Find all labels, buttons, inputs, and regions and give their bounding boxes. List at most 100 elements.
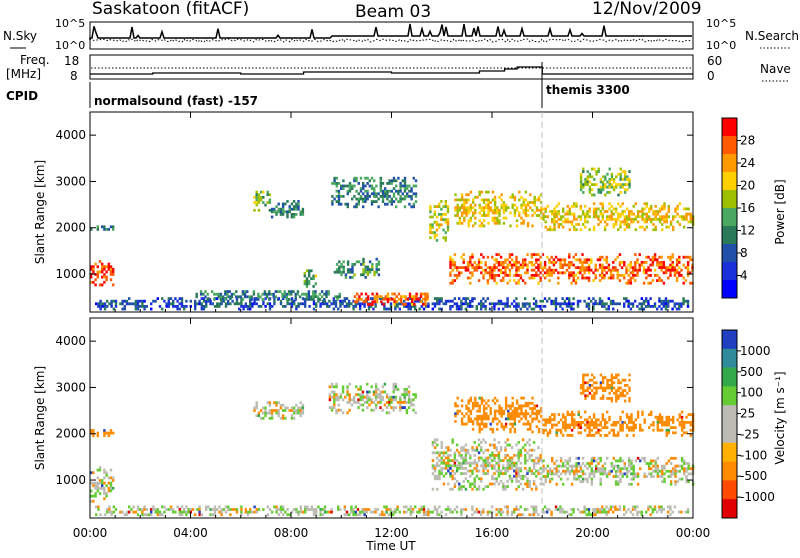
heat-cell bbox=[601, 472, 604, 476]
heat-cell bbox=[689, 423, 692, 427]
heat-cell bbox=[474, 401, 477, 405]
heat-cell bbox=[643, 212, 646, 216]
heat-cell bbox=[606, 426, 609, 429]
heat-cell bbox=[379, 395, 382, 399]
heat-cell bbox=[528, 482, 531, 486]
heat-cell bbox=[652, 217, 655, 221]
heat-cell bbox=[372, 510, 375, 514]
heat-cell bbox=[517, 274, 520, 277]
heat-cell bbox=[652, 469, 655, 473]
heat-cell bbox=[268, 409, 272, 412]
heat-cell bbox=[639, 428, 642, 432]
heat-cell bbox=[513, 299, 516, 303]
heat-cell bbox=[530, 263, 534, 267]
heat-cell bbox=[471, 482, 474, 486]
heat-cell bbox=[507, 409, 510, 413]
heat-cell bbox=[548, 271, 551, 275]
heat-cell bbox=[683, 207, 686, 211]
heat-cell bbox=[521, 487, 525, 491]
heat-cell bbox=[515, 508, 518, 511]
heat-cell bbox=[427, 305, 430, 308]
heat-cell bbox=[447, 505, 450, 509]
heat-cell bbox=[628, 212, 631, 216]
heat-cell bbox=[617, 228, 620, 232]
heat-cell bbox=[529, 422, 532, 426]
heat-cell bbox=[491, 302, 494, 306]
heat-cell bbox=[605, 261, 608, 264]
heat-cell bbox=[112, 479, 115, 482]
nsky-trace bbox=[89, 23, 692, 40]
heat-cell bbox=[522, 221, 525, 225]
heat-cell bbox=[546, 475, 549, 478]
heat-cell bbox=[517, 469, 520, 473]
heat-cell bbox=[449, 472, 452, 475]
heat-cell bbox=[486, 513, 489, 517]
heat-cell bbox=[333, 385, 336, 389]
heat-cell bbox=[601, 188, 605, 192]
heat-cell bbox=[198, 508, 201, 511]
heat-cell bbox=[454, 214, 457, 217]
heat-cell bbox=[366, 192, 369, 196]
heat-cell bbox=[618, 274, 622, 277]
heat-cell bbox=[612, 391, 616, 395]
heat-cell bbox=[331, 202, 334, 206]
heat-cell bbox=[641, 410, 644, 414]
velocity-ylabel: Slant Range [km] bbox=[33, 366, 47, 470]
heat-cell bbox=[484, 305, 487, 308]
heat-cell bbox=[530, 307, 533, 311]
heat-cell bbox=[297, 302, 300, 306]
heat-cell bbox=[515, 487, 518, 491]
heat-cell bbox=[658, 261, 661, 264]
heat-cell bbox=[281, 205, 285, 208]
heat-cell bbox=[458, 464, 461, 468]
heat-cell bbox=[265, 295, 269, 299]
heat-cell bbox=[658, 279, 661, 282]
heat-cell bbox=[562, 413, 565, 416]
heat-cell bbox=[262, 302, 265, 306]
heat-cell bbox=[427, 508, 430, 511]
heat-cell bbox=[664, 297, 668, 300]
heat-cell bbox=[475, 474, 479, 478]
heat-cell bbox=[615, 389, 618, 392]
heat-cell bbox=[379, 176, 382, 180]
heat-cell bbox=[469, 263, 472, 267]
heat-cell bbox=[395, 189, 398, 193]
heat-cell bbox=[601, 508, 604, 511]
heat-cell bbox=[642, 266, 646, 269]
heat-cell bbox=[270, 409, 274, 412]
heat-cell bbox=[524, 409, 528, 413]
heat-cell bbox=[653, 302, 657, 306]
heat-cell bbox=[431, 443, 435, 447]
heat-cell bbox=[632, 472, 635, 476]
heat-cell bbox=[395, 295, 398, 298]
heat-cell bbox=[610, 428, 613, 432]
heat-cell bbox=[361, 508, 364, 511]
heat-cell bbox=[526, 482, 529, 486]
heat-cell bbox=[676, 212, 679, 216]
heat-cell bbox=[511, 412, 514, 416]
heat-cell bbox=[346, 401, 349, 404]
heat-cell bbox=[519, 307, 522, 311]
heat-cell bbox=[574, 253, 578, 256]
heat-cell bbox=[408, 184, 411, 188]
heat-cell bbox=[427, 513, 430, 517]
heat-cell bbox=[206, 298, 209, 301]
heat-cell bbox=[509, 224, 512, 228]
heat-cell bbox=[227, 508, 230, 511]
heat-cell bbox=[506, 510, 509, 514]
heat-cell bbox=[568, 469, 571, 473]
heat-cell bbox=[513, 508, 516, 511]
heat-cell bbox=[303, 272, 306, 275]
heat-cell bbox=[482, 206, 486, 210]
heat-cell bbox=[636, 268, 639, 272]
heat-cell bbox=[410, 195, 413, 198]
heat-cell bbox=[279, 207, 283, 211]
heat-cell bbox=[264, 203, 267, 207]
heat-cell bbox=[379, 184, 382, 188]
heat-cell bbox=[99, 302, 102, 306]
heat-cell bbox=[658, 413, 662, 416]
heat-cell bbox=[620, 274, 624, 277]
heat-cell bbox=[351, 276, 354, 279]
heat-cell bbox=[555, 434, 558, 437]
